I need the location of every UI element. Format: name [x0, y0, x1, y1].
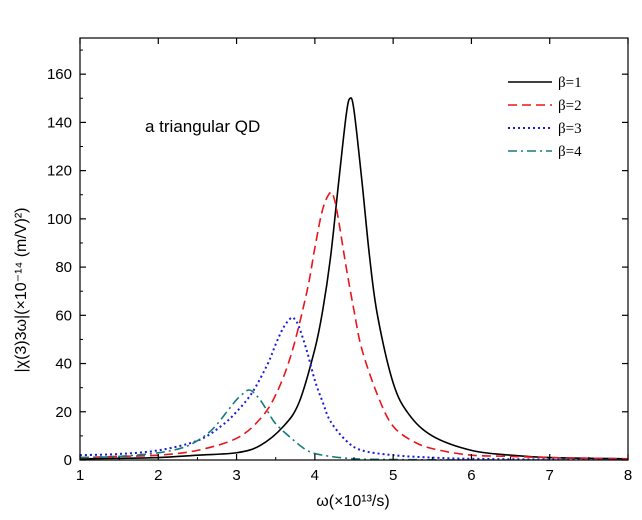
y-tick-label: 80	[55, 259, 72, 276]
x-tick-label: 7	[546, 467, 554, 484]
x-tick-label: 2	[154, 467, 162, 484]
x-axis-label: ω(×10¹³/s)	[316, 493, 389, 510]
x-tick-label: 3	[232, 467, 240, 484]
series-line-2	[80, 191, 628, 460]
y-tick-label: 160	[47, 66, 72, 83]
legend-label-2: β=2	[558, 98, 582, 114]
y-tick-label: 40	[55, 356, 72, 373]
x-tick-label: 1	[76, 467, 84, 484]
y-tick-label: 60	[55, 307, 72, 324]
legend-label-3: β=3	[558, 121, 582, 137]
y-axis-label: |χ(3)3ω|(×10⁻¹⁴ (m/V)²)	[13, 208, 30, 373]
legend: β=1 β=2 β=3 β=4	[508, 75, 582, 160]
y-tick-label: 100	[47, 211, 72, 228]
series-line-4	[80, 389, 628, 460]
y-tick-label: 120	[47, 163, 72, 180]
y-tick-label: 0	[64, 452, 72, 469]
chart-annotation: a triangular QD	[145, 117, 260, 136]
series-line-3	[80, 316, 628, 460]
plot-area	[80, 97, 628, 460]
plot-frame	[79, 37, 629, 461]
legend-label-4: β=4	[558, 144, 582, 160]
x-tick-label: 6	[467, 467, 475, 484]
x-tick-label: 5	[389, 467, 397, 484]
legend-label-1: β=1	[558, 75, 582, 91]
y-tick-label: 140	[47, 114, 72, 131]
x-tick-label: 8	[624, 467, 632, 484]
series-line-1	[80, 97, 628, 460]
x-tick-label: 4	[311, 467, 319, 484]
y-tick-label: 20	[55, 404, 72, 421]
